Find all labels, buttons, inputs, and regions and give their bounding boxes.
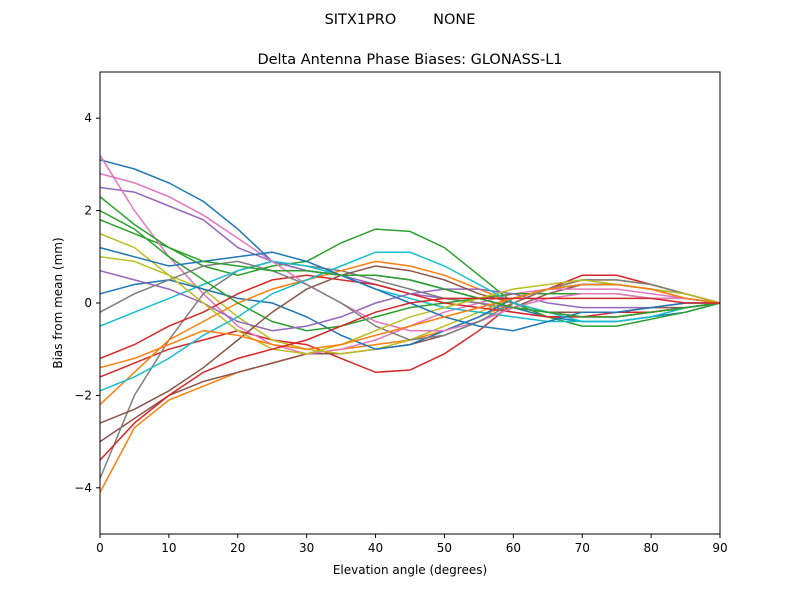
x-tick-label: 30 (299, 541, 314, 555)
figure-title: SITX1PRO NONE (325, 12, 476, 28)
y-axis: −4 −2 0 2 4 (74, 111, 100, 495)
series-line-23 (99, 196, 721, 318)
series-line-18 (99, 260, 721, 341)
y-tick-label: −4 (74, 481, 92, 495)
x-tick-label: 60 (506, 541, 521, 555)
x-tick-label: 50 (437, 541, 452, 555)
series-line-17 (99, 172, 721, 332)
series-line-20 (99, 251, 721, 392)
series-line-24 (99, 297, 720, 461)
chart-title: Delta Antenna Phase Biases: GLONASS-L1 (257, 52, 562, 68)
x-tick-label: 10 (161, 541, 176, 555)
y-tick-label: 2 (84, 204, 92, 218)
x-tick-label: 70 (575, 541, 590, 555)
x-tick-label: 20 (230, 541, 245, 555)
y-tick-label: 4 (84, 111, 92, 125)
x-tick-label: 90 (712, 541, 727, 555)
series-line-22 (99, 283, 721, 369)
x-axis: 0 10 20 30 40 50 60 70 80 90 (96, 534, 728, 555)
y-axis-label: Bias from mean (mm) (51, 237, 65, 368)
series-line-4 (99, 274, 721, 378)
series-lines (99, 154, 721, 493)
series-line-1 (99, 159, 721, 323)
y-tick-label: −2 (74, 388, 92, 402)
x-axis-label: Elevation angle (degrees) (333, 563, 487, 577)
y-tick-label: 0 (84, 296, 92, 310)
x-tick-label: 80 (643, 541, 658, 555)
x-tick-label: 40 (368, 541, 383, 555)
x-tick-label: 0 (96, 541, 104, 555)
